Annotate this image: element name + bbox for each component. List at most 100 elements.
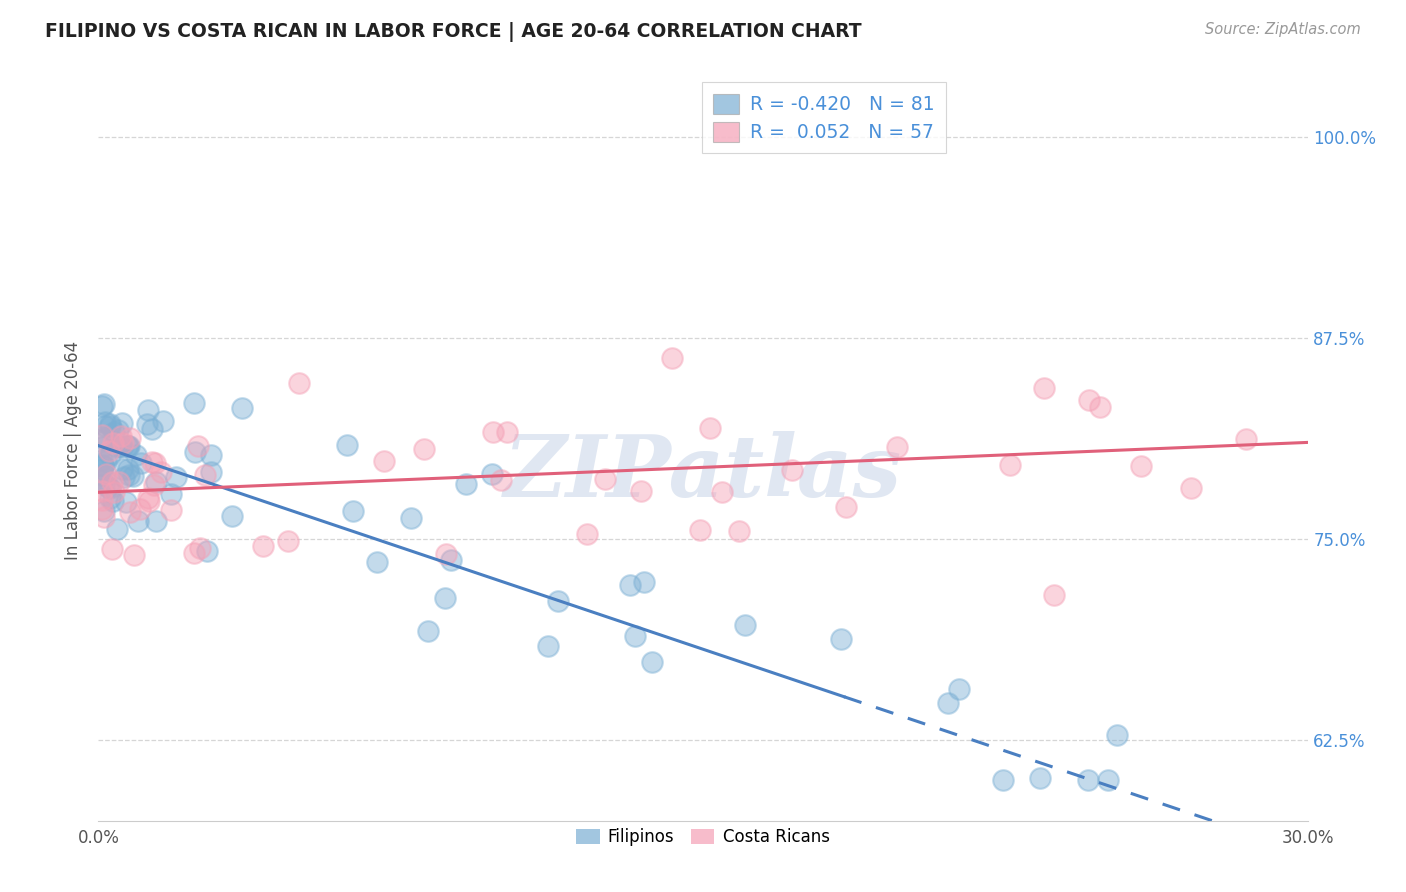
Point <box>277 534 299 549</box>
Point <box>129 456 152 470</box>
Point <box>91 459 114 474</box>
Point <box>689 523 711 537</box>
Point <box>454 477 477 491</box>
Point <box>152 414 174 428</box>
Point <box>194 467 217 482</box>
Point <box>91 428 114 442</box>
Text: Source: ZipAtlas.com: Source: ZipAtlas.com <box>1205 22 1361 37</box>
Point <box>336 437 359 451</box>
Point <box>728 524 751 538</box>
Point <box>434 591 457 605</box>
Point <box>1000 458 1022 473</box>
Point <box>111 416 134 430</box>
Point <box>482 425 505 439</box>
Point <box>94 415 117 429</box>
Point <box>101 436 124 450</box>
Point <box>231 401 253 415</box>
Point <box>103 485 125 500</box>
Point <box>91 501 114 516</box>
Point <box>117 462 139 476</box>
Point <box>1028 772 1050 786</box>
Point <box>221 509 243 524</box>
Point <box>127 514 149 528</box>
Point <box>136 403 159 417</box>
Point <box>111 440 134 454</box>
Point <box>149 465 172 479</box>
Point <box>142 478 165 492</box>
Point <box>98 444 121 458</box>
Point <box>160 487 183 501</box>
Point <box>780 463 803 477</box>
Point <box>91 467 114 482</box>
Point <box>342 503 364 517</box>
Point <box>188 541 211 556</box>
Point <box>160 503 183 517</box>
Y-axis label: In Labor Force | Age 20-64: In Labor Force | Age 20-64 <box>65 341 83 560</box>
Point <box>117 439 139 453</box>
Point <box>93 510 115 524</box>
Point <box>830 632 852 647</box>
Point <box>91 399 114 413</box>
Point <box>886 440 908 454</box>
Point <box>98 449 121 463</box>
Point <box>143 457 166 471</box>
Point <box>489 473 512 487</box>
Point <box>1097 773 1119 788</box>
Point <box>366 555 388 569</box>
Point <box>122 469 145 483</box>
Point <box>94 418 117 433</box>
Point <box>481 467 503 481</box>
Point <box>108 475 131 489</box>
Point <box>252 539 274 553</box>
Point <box>835 500 858 514</box>
Point <box>183 396 205 410</box>
Point <box>91 458 114 472</box>
Point <box>91 493 114 508</box>
Point <box>593 472 616 486</box>
Point <box>107 423 129 437</box>
Point <box>624 629 647 643</box>
Point <box>993 773 1015 788</box>
Point <box>111 436 134 450</box>
Point <box>94 430 117 444</box>
Point <box>118 468 141 483</box>
Point <box>91 483 114 498</box>
Point <box>98 481 121 495</box>
Point <box>98 491 121 505</box>
Point <box>117 439 139 453</box>
Point <box>288 376 311 390</box>
Point <box>187 439 209 453</box>
Point <box>94 454 117 468</box>
Point <box>93 504 115 518</box>
Point <box>110 429 132 443</box>
Point <box>128 502 150 516</box>
Point <box>184 445 207 459</box>
Point <box>183 546 205 560</box>
Point <box>440 552 463 566</box>
Point <box>103 425 125 440</box>
Point <box>1032 381 1054 395</box>
Point <box>734 618 756 632</box>
Point <box>547 593 569 607</box>
Point <box>630 483 652 498</box>
Point <box>938 696 960 710</box>
Point <box>200 465 222 479</box>
Point <box>1078 392 1101 407</box>
Point <box>91 452 114 467</box>
Point <box>699 421 721 435</box>
Point <box>710 485 733 500</box>
Point <box>619 578 641 592</box>
Point <box>118 431 141 445</box>
Point <box>495 425 517 440</box>
Point <box>114 495 136 509</box>
Point <box>1234 432 1257 446</box>
Point <box>124 448 146 462</box>
Point <box>136 491 159 505</box>
Point <box>101 494 124 508</box>
Point <box>1090 400 1112 414</box>
Point <box>105 440 128 454</box>
Point <box>401 511 423 525</box>
Point <box>661 351 683 365</box>
Point <box>373 454 395 468</box>
Point <box>434 547 457 561</box>
